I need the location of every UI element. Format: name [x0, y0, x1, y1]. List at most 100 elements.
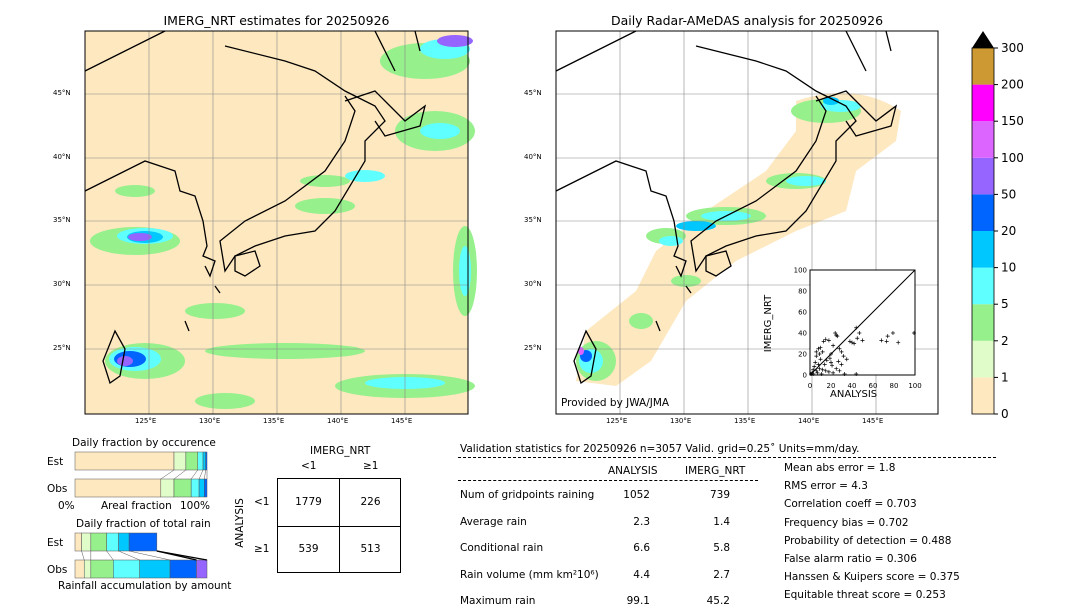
colorbar-segment: [972, 157, 994, 195]
scatter-point: [814, 354, 819, 359]
stats-row-imerg: 45.2: [706, 595, 730, 607]
lat-label: 25°N: [524, 344, 542, 352]
colorbar-tick: 0: [1001, 407, 1009, 421]
scatter-point: [823, 368, 828, 373]
total-rain-title: Daily fraction of total rain: [76, 518, 211, 530]
coastline: [84, 30, 166, 72]
rain-area: [185, 303, 245, 319]
stats-row-imerg: 739: [709, 489, 730, 501]
colorbar-segment: [972, 84, 994, 122]
colorbar-tick: 200: [1001, 78, 1024, 92]
radar-coverage-area: [576, 93, 901, 386]
scatter-point: [835, 334, 840, 339]
stats-row-imerg: 5.8: [713, 542, 730, 554]
colorbar-tick: 20: [1001, 224, 1016, 238]
stats-col-imerg: IMERG_NRT: [685, 465, 746, 477]
rain-area: [295, 198, 355, 214]
fraction-bars: [74, 451, 208, 579]
colorbar-tick: 10: [1001, 261, 1016, 275]
score-line: Mean abs error = 1.8: [784, 462, 896, 474]
contingency-col-title: IMERG_NRT: [310, 445, 371, 457]
scatter-point: [817, 352, 822, 356]
score-line: RMS error = 4.3: [784, 480, 868, 493]
rain-area: [823, 97, 839, 105]
colorbar-tick: 100: [1001, 151, 1024, 165]
score-line: False alarm ratio = 0.306: [784, 553, 917, 565]
tr-xlabel: Rainfall accumulation by amount: [58, 580, 232, 592]
scatter-point: [834, 366, 839, 371]
total-rain-bar-segment: [90, 532, 107, 552]
occurrence-bar-segment: [160, 478, 175, 498]
scatter-point: [911, 331, 916, 335]
colorbar-segment: [972, 231, 994, 268]
scatter-xtick: 100: [908, 382, 921, 390]
stats-row-analysis: 4.4: [633, 568, 650, 581]
scatter-point: [817, 366, 822, 371]
stats-row-analysis: 6.6: [633, 542, 650, 554]
coastline: [84, 160, 216, 278]
lat-label: 40°N: [53, 153, 71, 161]
total-rain-bar-segment: [90, 559, 114, 579]
colorbar-tick: 50: [1001, 187, 1016, 201]
scatter-point: [837, 346, 842, 351]
left-map-title: IMERG_NRT estimates for 20250926: [163, 13, 390, 28]
scatter-ytick: 20: [798, 351, 807, 359]
coastline: [374, 30, 396, 72]
scatter-point: [818, 357, 823, 362]
colorbar-tick: 150: [1001, 114, 1024, 128]
occurrence-bar-segment: [173, 451, 187, 471]
tr-obs-label: Obs: [47, 564, 68, 576]
occ-xmax: 100%: [180, 500, 211, 512]
rain-area: [671, 275, 701, 287]
scatter-point: [857, 331, 862, 335]
occurrence-bar-segment: [205, 451, 208, 471]
scatter-point: [855, 336, 860, 341]
lon-label: 130°E: [199, 417, 221, 425]
colorbar-tick: 5: [1001, 297, 1009, 311]
scatter-point: [831, 343, 836, 348]
lat-label: 45°N: [53, 89, 71, 97]
stats-header: Validation statistics for 20250926 n=305…: [460, 443, 860, 455]
lon-label: 140°E: [327, 417, 349, 425]
lat-label: 45°N: [524, 89, 542, 97]
scatter-point: [811, 367, 816, 372]
coastline: [102, 329, 126, 385]
coastline: [344, 90, 427, 137]
lon-label: 130°E: [670, 417, 692, 425]
occurrence-bar-segment: [74, 451, 175, 471]
scatter-point: [816, 346, 821, 351]
score-line: Probability of detection = 0.488: [784, 534, 952, 547]
coastline: [214, 285, 221, 294]
colorbar-segment: [972, 377, 994, 414]
occurrence-bar-segment: [173, 478, 192, 498]
scatter-xtick: 60: [869, 382, 878, 390]
scatter-point: [829, 352, 833, 356]
scatter-point: [854, 371, 859, 376]
colorbar-segment: [972, 340, 994, 378]
coastline: [815, 90, 898, 137]
scatter-point: [823, 337, 828, 342]
row-label-lt1: <1: [254, 496, 270, 508]
total-rain-bar-segment: [81, 532, 92, 552]
scatter-xtick: 80: [890, 382, 899, 390]
tr-est-label: Est: [47, 537, 64, 549]
coastline: [845, 30, 867, 72]
rain-area: [437, 35, 473, 47]
stats-row-analysis: 1052: [623, 489, 650, 501]
total-rain-bar-segment: [83, 559, 92, 579]
colorbar-tick: 2: [1001, 334, 1009, 348]
scatter-point: [814, 349, 819, 354]
lon-label: 135°E: [734, 417, 756, 425]
coastline: [555, 160, 687, 278]
lon-label: 140°E: [798, 417, 820, 425]
colorbar-segment: [972, 267, 994, 305]
scatter-ytick: 0: [803, 372, 807, 380]
scatter-point: [820, 367, 825, 372]
colorbar: 0 1 2 5 10 20 50 100 150 200 300: [971, 31, 1024, 421]
rain-area: [117, 356, 133, 366]
scatter-point: [815, 370, 820, 375]
col-label-ge1: ≥1: [363, 460, 379, 472]
occurrence-bar-segment: [74, 478, 162, 498]
contingency-row-title: ANALYSIS: [233, 498, 246, 548]
